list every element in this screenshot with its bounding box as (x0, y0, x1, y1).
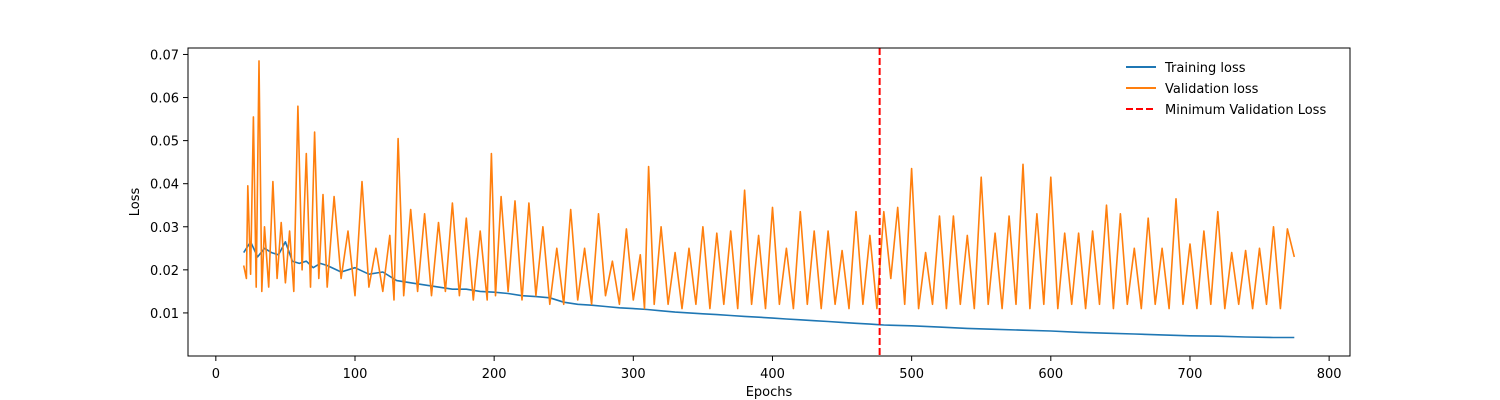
legend-label: Training loss (1164, 61, 1246, 76)
y-tick-label: 0.01 (150, 307, 179, 322)
y-axis-title: Loss (128, 188, 143, 217)
legend: Training loss Validation loss Minimum Vali… (1126, 61, 1326, 118)
x-tick-label: 200 (482, 367, 507, 382)
x-tick-label: 0 (212, 367, 220, 382)
legend-label: Minimum Validation Loss (1165, 103, 1326, 118)
validation-loss-line (242, 60, 1296, 310)
legend-label: Validation loss (1165, 82, 1259, 97)
training-loss-line (243, 241, 1295, 339)
x-tick-label: 300 (621, 367, 646, 382)
x-tick-label: 400 (760, 367, 785, 382)
x-tick-label: 500 (899, 367, 924, 382)
plot-background (188, 48, 1350, 356)
y-tick-label: 0.05 (150, 135, 179, 150)
y-tick-label: 0.07 (150, 48, 179, 63)
y-tick-label: 0.02 (150, 264, 179, 279)
x-tick-label: 100 (343, 367, 368, 382)
x-tick-label: 600 (1038, 367, 1063, 382)
y-tick-label: 0.04 (150, 178, 179, 193)
y-tick-label: 0.06 (150, 92, 179, 107)
x-tick-label: 700 (1178, 367, 1203, 382)
y-tick-label: 0.03 (150, 221, 179, 236)
plot-frame (187, 47, 1351, 357)
x-axis-title: Epochs (746, 385, 793, 400)
x-tick-label: 800 (1317, 367, 1342, 382)
